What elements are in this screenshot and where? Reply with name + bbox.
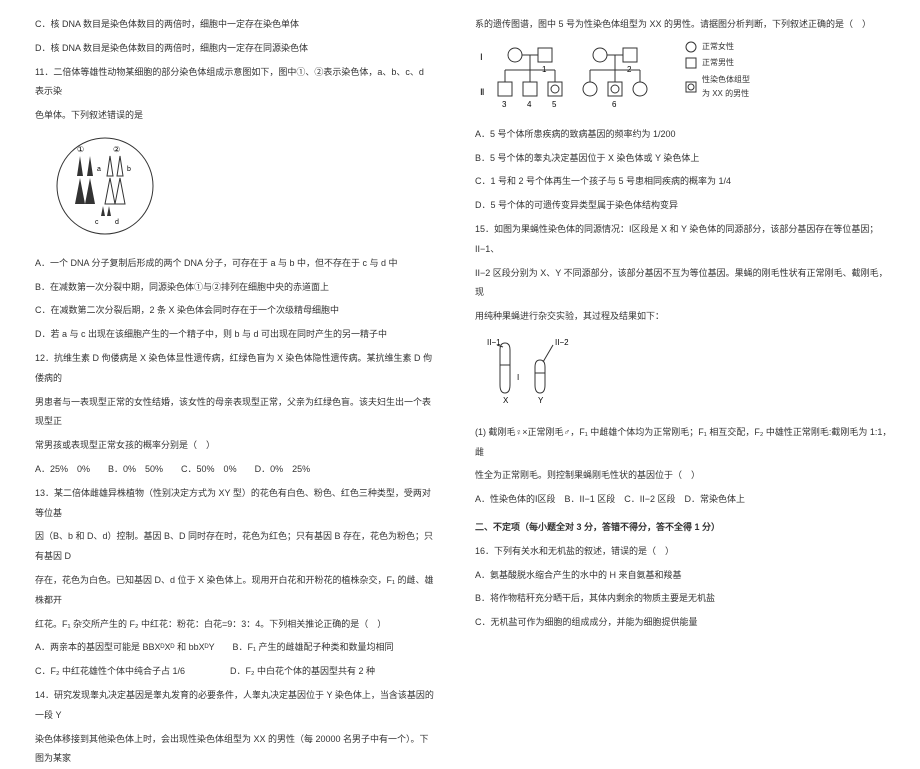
q11-a: A．一个 DNA 分子复制后形成的两个 DNA 分子，可存在于 a 与 b 中，… xyxy=(35,254,435,274)
section-2-header: 二、不定项（每小题全对 3 分，答错不得分，答不全得 1 分） xyxy=(475,518,895,538)
svg-text:②: ② xyxy=(113,145,120,154)
svg-text:II−2: II−2 xyxy=(555,338,569,347)
q11-c: C．在减数第二次分裂后期，2 条 X 染色体会同时存在于一个次级精母细胞中 xyxy=(35,301,435,321)
svg-text:6: 6 xyxy=(612,100,617,109)
pedigree-legend: 正常女性 正常男性 性染色体组型为 XX 的男性 xyxy=(685,40,750,104)
q12-a: 12．抗维生素 D 佝偻病是 X 染色体显性遗传病，红绿色盲为 X 染色体隐性遗… xyxy=(35,349,435,389)
svg-text:a: a xyxy=(97,166,101,173)
q13-a: 13．某二倍体雌雄异株植物（性别决定方式为 XY 型）的花色有白色、粉色、红色三… xyxy=(35,484,435,524)
q13-opt-ab: A．两亲本的基因型可能是 BBXᴰXᴰ 和 bbXᴰY B．F₁ 产生的雌雄配子… xyxy=(35,638,435,658)
q14-opt-c: C．1 号和 2 号个体再生一个孩子与 5 号患相同疾病的概率为 1/4 xyxy=(475,172,895,192)
svg-text:4: 4 xyxy=(527,100,532,109)
svg-text:I: I xyxy=(517,373,519,382)
q15-figure: II−1 II−2 I X Y xyxy=(485,335,895,413)
q15-d: (1) 截刚毛♀×正常刚毛♂，F₁ 中雌雄个体均为正常刚毛；F₁ 相互交配，F₂… xyxy=(475,423,895,463)
q14-c: 系的遗传图谱，图中 5 号为性染色体组型为 XX 的男性。请据图分析判断，下列叙… xyxy=(475,15,895,35)
q16-a: A．氨基酸脱水缩合产生的水中的 H 来自氨基和羧基 xyxy=(475,566,895,586)
q13-d: 红花。F₁ 杂交所产生的 F₂ 中红花：粉花：白花=9：3：4。下列相关推论正确… xyxy=(35,615,435,635)
svg-text:5: 5 xyxy=(552,100,557,109)
q15-b: II−2 区段分别为 X、Y 不同源部分，该部分基因不互为等位基因。果蝇的刚毛性… xyxy=(475,264,895,304)
q10-d: D．核 DNA 数目是染色体数目的两倍时，细胞内一定存在同源染色体 xyxy=(35,39,435,59)
q10-c: C．核 DNA 数目是染色体数目的两倍时，细胞中一定存在染色单体 xyxy=(35,15,435,35)
q15-c: 用纯种果蝇进行杂交实验，其过程及结果如下： xyxy=(475,307,895,327)
q16-c: C．无机盐可作为细胞的组成成分，并能为细胞提供能量 xyxy=(475,613,895,633)
svg-text:c: c xyxy=(95,219,99,226)
svg-text:Y: Y xyxy=(538,396,544,405)
q13-b: 因（B、b 和 D、d）控制。基因 B、D 同时存在时，花色为红色；只有基因 B… xyxy=(35,527,435,567)
q13-opt-cd: C．F₂ 中红花雄性个体中纯合子占 1/6 D．F₂ 中白花个体的基因型共有 2… xyxy=(35,662,435,682)
q16-stem: 16．下列有关水和无机盐的叙述，错误的是（ ） xyxy=(475,542,895,562)
q15-e: 性全为正常刚毛。则控制果蝇刚毛性状的基因位于（ ） xyxy=(475,466,895,486)
q12-opts: A．25% 0% B．0% 50% C．50% 0% D．0% 25% xyxy=(35,460,435,480)
q12-b: 男患者与一表现型正常的女性结婚，该女性的母亲表现型正常，父亲为红绿色盲。该夫妇生… xyxy=(35,393,435,433)
q14-opt-a: A．5 号个体所患疾病的致病基因的频率约为 1/200 xyxy=(475,125,895,145)
svg-text:3: 3 xyxy=(502,100,507,109)
q13-c: 存在，花色为白色。已知基因 D、d 位于 X 染色体上。现用开白花和开粉花的植株… xyxy=(35,571,435,611)
q14-opt-b: B．5 号个体的睾丸决定基因位于 X 染色体或 Y 染色体上 xyxy=(475,149,895,169)
q16-b: B．将作物秸秆充分晒干后，其体内剩余的物质主要是无机盐 xyxy=(475,589,895,609)
q11-figure: ① ② a b c d xyxy=(55,136,435,244)
q15-a: 15．如图为果蝇性染色体的同源情况：I区段是 X 和 Y 染色体的同源部分，该部… xyxy=(475,220,895,260)
q15-opts: A．性染色体的I区段 B．II−1 区段 C．II−2 区段 D．常染色体上 xyxy=(475,490,895,510)
svg-text:①: ① xyxy=(77,145,84,154)
q14-a: 14．研究发现睾丸决定基因是睾丸发育的必要条件，人睾丸决定基因位于 Y 染色体上… xyxy=(35,686,435,726)
svg-text:d: d xyxy=(115,219,119,226)
pedigree-figure: Ⅰ 1 2 Ⅱ 3 4 5 xyxy=(475,40,895,115)
q11-d: D．若 a 与 c 出现在该细胞产生的一个精子中，则 b 与 d 可出现在同时产… xyxy=(35,325,435,345)
q14-opt-d: D．5 号个体的可遗传变异类型属于染色体结构变异 xyxy=(475,196,895,216)
q12-c: 常男孩或表现型正常女孩的概率分别是（ ） xyxy=(35,436,435,456)
q11-stem-b: 色单体。下列叙述错误的是 xyxy=(35,106,435,126)
q14-b: 染色体移接到其他染色体上时，会出现性染色体组型为 XX 的男性（每 20000 … xyxy=(35,730,435,769)
q11-stem-a: 11．二倍体等雄性动物某细胞的部分染色体组成示意图如下，图中①、②表示染色体，a… xyxy=(35,63,435,103)
svg-text:b: b xyxy=(127,166,131,173)
svg-text:Ⅱ: Ⅱ xyxy=(480,87,484,97)
q11-b: B．在减数第一次分裂中期，同源染色体①与②排列在细胞中央的赤道面上 xyxy=(35,278,435,298)
svg-text:Ⅰ: Ⅰ xyxy=(480,52,483,62)
svg-text:X: X xyxy=(503,396,509,405)
